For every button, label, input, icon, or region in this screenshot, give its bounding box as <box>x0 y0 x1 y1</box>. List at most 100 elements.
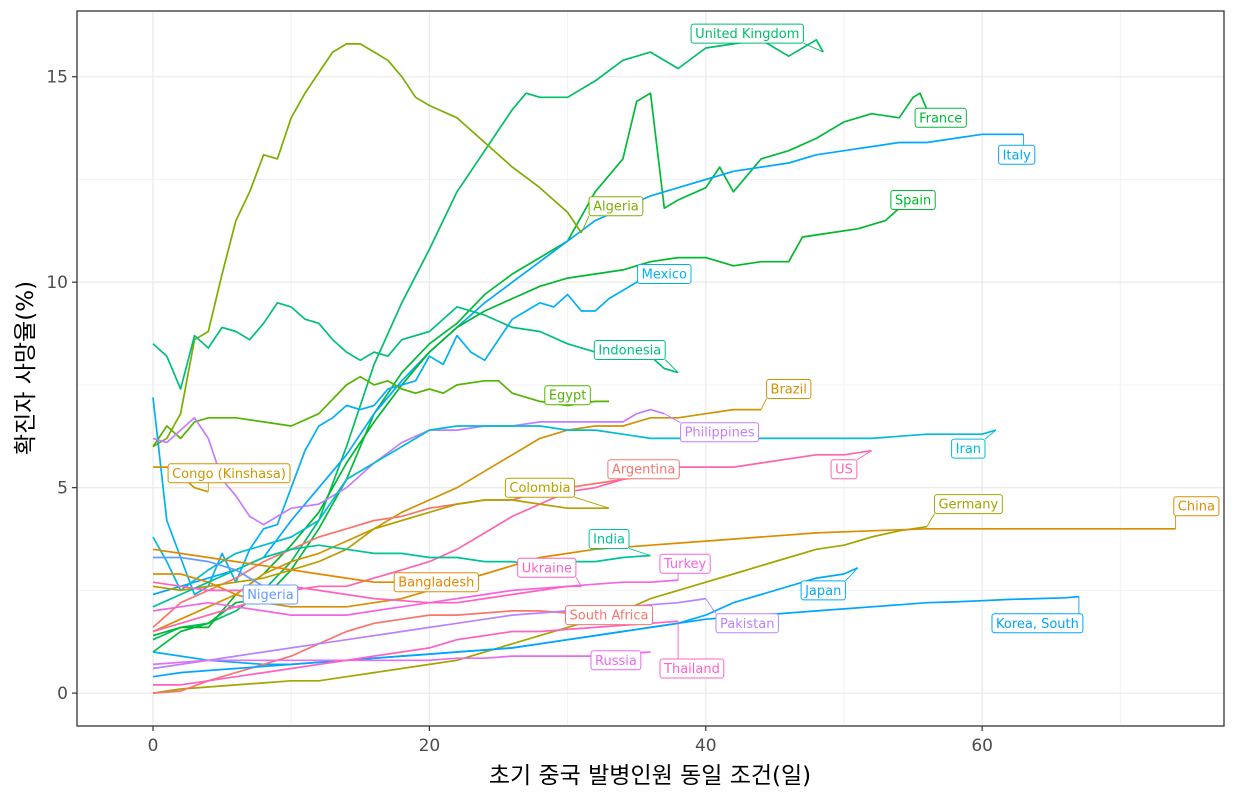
series-label: Egypt <box>544 385 609 406</box>
label-box <box>607 459 680 480</box>
series-label: Bangladesh <box>393 572 479 593</box>
series-label: France <box>914 107 967 128</box>
label-box <box>680 422 760 443</box>
label-text: Japan <box>804 584 841 599</box>
series-label: Italy <box>998 134 1036 165</box>
label-text: Colombia <box>509 481 570 496</box>
series-label: Pakistan <box>705 598 779 634</box>
label-text: Ukraine <box>522 561 572 576</box>
label-box <box>588 196 644 217</box>
label-text: Spain <box>895 194 931 209</box>
series-line <box>152 579 679 616</box>
axes: 0 20 40 60 0 5 10 15 <box>46 68 993 756</box>
label-text: Algeria <box>593 200 639 215</box>
series-label: Spain <box>890 190 936 210</box>
label-text: Argentina <box>612 463 675 478</box>
label-box <box>914 107 967 128</box>
series-line <box>152 375 609 448</box>
label-text: Philippines <box>685 426 755 441</box>
label-text: Congo (Kinshasa) <box>172 467 286 482</box>
series-line <box>152 38 824 641</box>
series-label: Nigeria <box>242 584 299 605</box>
series-line <box>152 425 997 592</box>
y-tick-label: 5 <box>57 479 68 499</box>
series-line <box>152 470 679 629</box>
series-label: Turkey <box>659 553 711 581</box>
label-leader-line <box>580 215 590 234</box>
label-box <box>659 553 711 574</box>
label-text: Korea, South <box>996 617 1079 632</box>
label-box <box>800 580 846 601</box>
label-text: Italy <box>1003 148 1032 163</box>
series-line <box>152 92 928 653</box>
series-line <box>152 548 430 584</box>
label-box <box>766 379 812 399</box>
series-label: Germany <box>926 494 1003 527</box>
label-text: Egypt <box>549 389 587 404</box>
series-label: Philippines <box>664 413 760 443</box>
series-label: Indonesia <box>593 340 679 373</box>
series-label: Ukraine <box>517 557 582 587</box>
label-box <box>637 264 692 284</box>
x-tick-label: 20 <box>419 736 441 756</box>
label-box <box>504 477 575 498</box>
label-box <box>830 459 858 480</box>
x-tick-label: 40 <box>695 736 717 756</box>
series-label: India <box>588 529 651 556</box>
series-label: Iran <box>951 429 997 459</box>
label-box <box>991 613 1084 634</box>
series-line <box>152 133 1024 596</box>
series-label: China <box>1173 496 1220 529</box>
series-label: Korea, South <box>991 596 1084 634</box>
label-box <box>934 494 1003 515</box>
label-box <box>588 529 630 549</box>
series-label: Mexico <box>637 264 692 284</box>
label-box <box>690 23 804 44</box>
series-label: Colombia <box>504 477 610 509</box>
label-text: Russia <box>595 654 637 669</box>
series-line <box>152 43 583 448</box>
series-line <box>152 499 609 592</box>
label-leader-line <box>760 398 768 410</box>
x-tick-label: 60 <box>971 736 993 756</box>
label-leader-line <box>984 429 997 440</box>
series-label: Japan <box>800 567 859 601</box>
label-box <box>393 572 479 593</box>
label-box <box>951 438 986 459</box>
label-box <box>565 605 653 626</box>
label-text: US <box>835 463 853 478</box>
series-line <box>153 620 679 686</box>
label-box <box>590 650 642 671</box>
series-label: Russia <box>590 650 651 671</box>
series-label: Thailand <box>659 621 725 679</box>
label-text: France <box>919 111 962 126</box>
label-leader-line <box>926 513 935 527</box>
label-leader-line <box>574 496 610 509</box>
label-box <box>593 340 666 360</box>
label-text: Pakistan <box>720 617 774 632</box>
series-line <box>152 595 1079 678</box>
series-label: Congo (Kinshasa) <box>167 463 291 492</box>
label-leader-line <box>575 577 582 587</box>
label-box <box>998 144 1036 165</box>
series-line <box>152 525 928 694</box>
series-label: South Africa <box>565 605 653 626</box>
label-text: Nigeria <box>247 588 294 603</box>
series-label: United Kingdom <box>690 23 824 53</box>
y-tick-label: 10 <box>46 273 68 293</box>
label-text: South Africa <box>570 609 649 624</box>
label-box <box>715 613 779 634</box>
panel-border <box>76 10 1225 727</box>
series-label: Algeria <box>580 196 644 234</box>
label-leader-line <box>803 42 824 53</box>
series-labels: United Kingdom France Italy Algeria Spain Mex… <box>167 23 1220 679</box>
series-line <box>152 581 582 604</box>
label-box <box>242 584 299 605</box>
series-label: Argentina <box>607 459 680 480</box>
x-tick-label: 0 <box>148 736 159 756</box>
x-axis-title: 초기 중국 발병인원 동일 조건(일) <box>489 763 811 789</box>
label-box <box>517 557 577 578</box>
label-text: Iran <box>956 442 981 457</box>
label-text: Germany <box>938 498 998 513</box>
